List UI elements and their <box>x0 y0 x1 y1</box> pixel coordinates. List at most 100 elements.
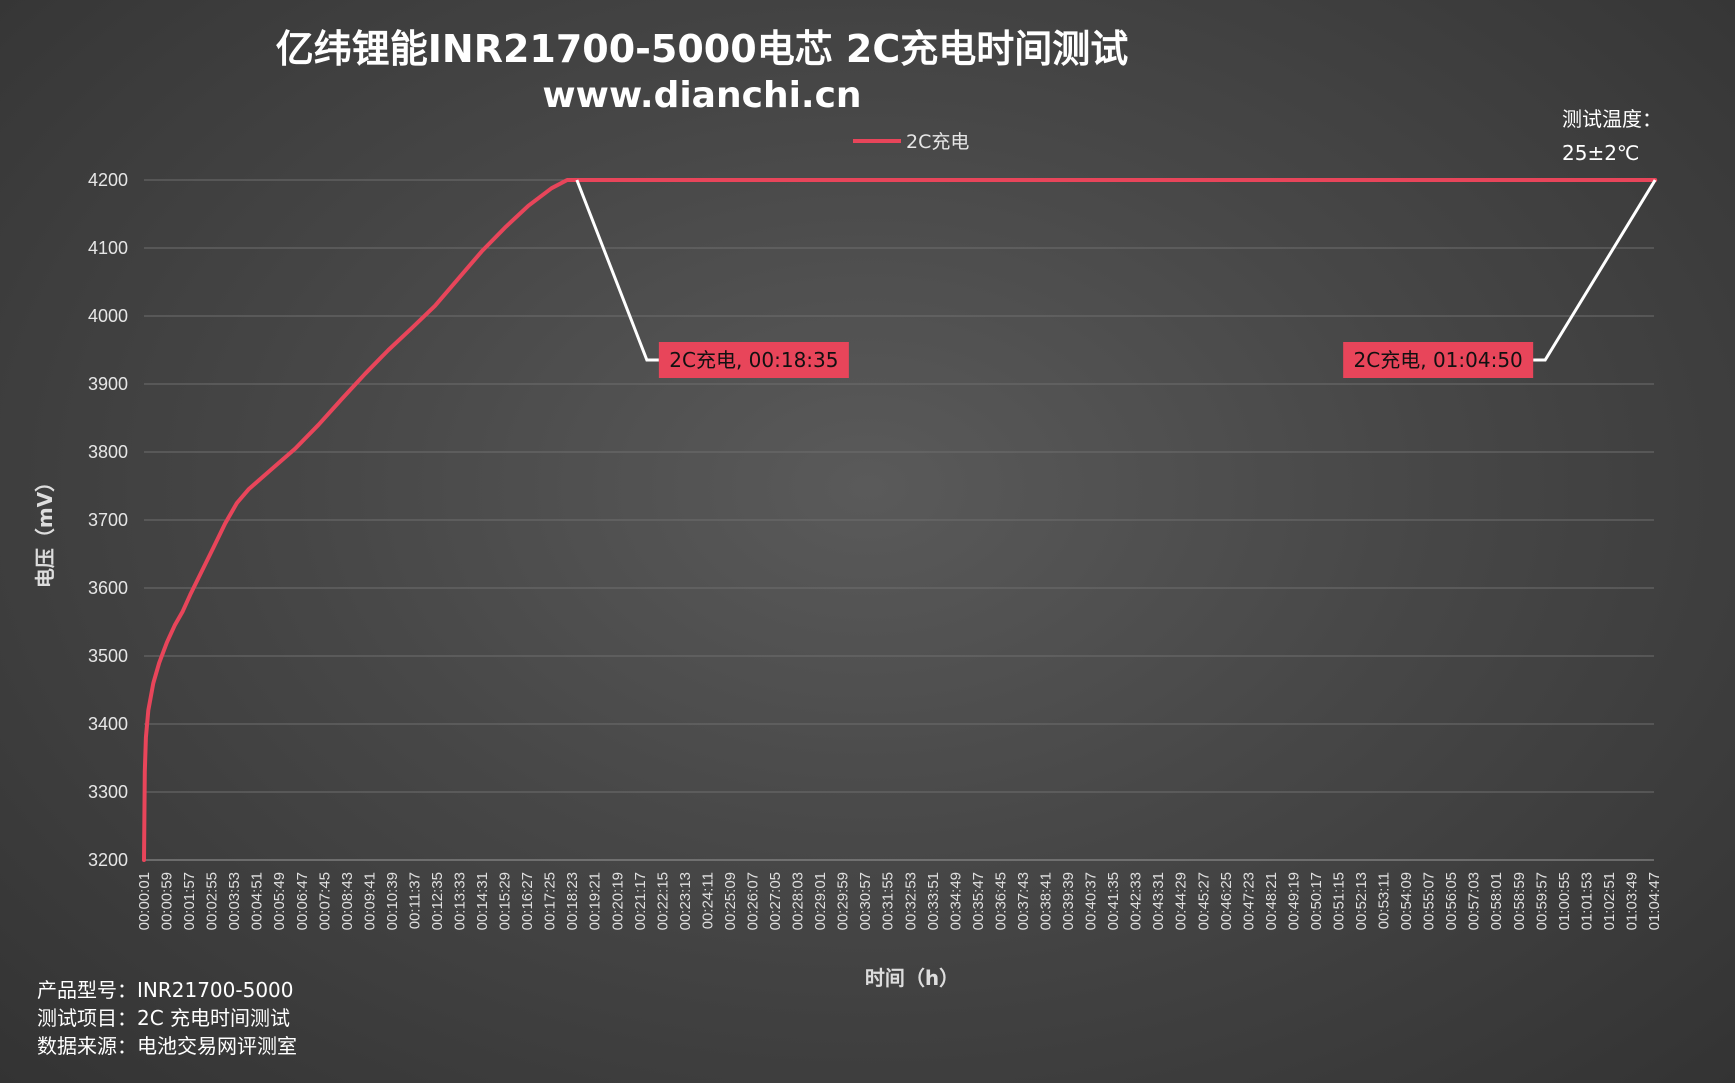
x-tick-label: 00:38:41 <box>1037 872 1054 930</box>
x-axis-label: 时间（h） <box>865 966 959 990</box>
x-tick-label: 00:40:37 <box>1083 872 1100 930</box>
x-tick-label: 00:59:57 <box>1533 872 1550 930</box>
y-tick-label: 3400 <box>88 714 128 734</box>
chart-subtitle: www.dianchi.cn <box>542 75 861 116</box>
x-tick-label: 00:33:51 <box>925 872 942 930</box>
x-tick-label: 00:03:53 <box>226 872 243 930</box>
x-tick-label: 00:17:25 <box>542 872 559 930</box>
x-tick-label: 01:02:51 <box>1601 872 1618 930</box>
x-tick-label: 00:55:07 <box>1421 872 1438 930</box>
y-tick-label: 4200 <box>88 170 128 190</box>
x-tick-label: 00:51:15 <box>1330 872 1347 930</box>
annotation-leader <box>575 179 659 362</box>
x-tick-label: 00:04:51 <box>249 872 266 930</box>
x-tick-label: 00:24:11 <box>699 872 716 929</box>
y-tick-label: 3800 <box>88 442 128 462</box>
annotation-label: 2C充电, 00:18:35 <box>669 348 838 372</box>
x-tick-label: 00:42:33 <box>1128 872 1145 930</box>
x-tick-label: 01:03:49 <box>1623 872 1640 930</box>
y-axis-label: 电压（mV） <box>33 472 57 588</box>
x-tick-label: 00:46:25 <box>1218 872 1235 930</box>
x-tick-label: 01:01:53 <box>1578 872 1595 930</box>
x-tick-label: 00:10:39 <box>384 872 401 930</box>
y-tick-label: 3300 <box>88 782 128 802</box>
legend-label: 2C充电 <box>906 131 969 153</box>
footer-test-item: 测试项目：2C 充电时间测试 <box>37 1006 290 1030</box>
x-tick-label: 00:47:23 <box>1240 872 1257 930</box>
x-tick-label: 00:34:49 <box>947 872 964 930</box>
x-tick-label: 01:04:47 <box>1646 872 1663 930</box>
annotation-leader <box>1533 179 1657 362</box>
x-tick-label: 00:23:13 <box>677 872 694 930</box>
x-tick-label: 00:36:45 <box>992 872 1009 930</box>
x-tick-label: 00:20:19 <box>609 872 626 930</box>
annotation-callout: 2C充电, 00:18:35 <box>575 179 849 378</box>
annotations-layer: 2C充电, 00:18:35 2C充电, 01:04:50 <box>575 179 1657 378</box>
y-tick-label: 3200 <box>88 850 128 870</box>
x-tick-label: 00:31:55 <box>880 872 897 930</box>
x-tick-label: 00:53:11 <box>1376 872 1393 929</box>
x-tick-label: 00:13:33 <box>452 872 469 930</box>
y-tick-label: 3700 <box>88 510 128 530</box>
x-tick-label: 00:18:23 <box>564 872 581 930</box>
footer-model: 产品型号：INR21700-5000 <box>37 978 294 1002</box>
x-tick-label: 00:02:55 <box>204 872 221 930</box>
x-tick-label: 00:44:29 <box>1173 872 1190 930</box>
x-tick-label: 00:56:05 <box>1443 872 1460 930</box>
x-tick-label: 00:30:57 <box>857 872 874 930</box>
x-tick-label: 00:16:27 <box>519 872 536 930</box>
chart-title: 亿纬锂能INR21700-5000电芯 2C充电时间测试 <box>276 27 1129 71</box>
annotation-box <box>658 342 849 378</box>
y-axis-ticks: 3200 3300 3400 3500 3600 3700 3800 3900 4000 4100… <box>88 170 128 870</box>
x-tick-label: 00:54:09 <box>1398 872 1415 930</box>
y-tick-label: 3600 <box>88 578 128 598</box>
x-tick-label: 00:00:01 <box>136 872 153 930</box>
footer-source: 数据来源：电池交易网评测室 <box>37 1034 297 1058</box>
y-tick-label: 4000 <box>88 306 128 326</box>
temperature-value: 25±2℃ <box>1562 141 1639 165</box>
x-tick-label: 00:01:57 <box>181 872 198 930</box>
x-tick-label: 00:58:59 <box>1511 872 1528 930</box>
x-tick-label: 00:21:17 <box>632 872 649 930</box>
annotation-label: 2C充电, 01:04:50 <box>1354 348 1523 372</box>
temperature-label: 测试温度： <box>1562 107 1662 131</box>
annotation-box <box>1343 342 1534 378</box>
x-tick-label: 00:48:21 <box>1263 872 1280 930</box>
x-tick-label: 00:29:01 <box>812 872 829 930</box>
x-tick-label: 00:32:53 <box>902 872 919 930</box>
x-tick-label: 00:52:13 <box>1353 872 1370 930</box>
x-tick-label: 00:06:47 <box>294 872 311 930</box>
series-line <box>142 178 1658 862</box>
x-tick-label: 00:37:43 <box>1015 872 1032 930</box>
x-tick-label: 00:07:45 <box>316 872 333 930</box>
x-tick-label: 00:19:21 <box>587 872 604 930</box>
x-tick-label: 00:29:59 <box>835 872 852 930</box>
legend: 2C充电 <box>853 131 969 153</box>
x-tick-label: 00:05:49 <box>271 872 288 930</box>
x-tick-label: 00:12:35 <box>429 872 446 930</box>
x-tick-label: 00:39:39 <box>1060 872 1077 930</box>
y-tick-label: 4100 <box>88 238 128 258</box>
x-tick-label: 00:58:01 <box>1488 872 1505 930</box>
y-tick-label: 3500 <box>88 646 128 666</box>
x-tick-label: 00:26:07 <box>745 872 762 930</box>
x-tick-label: 00:00:59 <box>159 872 176 930</box>
x-tick-label: 00:41:35 <box>1105 872 1122 930</box>
x-tick-label: 00:14:31 <box>474 872 491 930</box>
x-tick-label: 00:50:17 <box>1308 872 1325 930</box>
x-tick-label: 00:49:19 <box>1285 872 1302 930</box>
grid <box>144 179 1654 861</box>
x-tick-label: 00:08:43 <box>339 872 356 930</box>
x-tick-label: 00:11:37 <box>406 872 423 929</box>
x-tick-label: 00:15:29 <box>497 872 514 930</box>
x-axis-ticks: 00:00:01 00:00:59 00:01:57 00:02:55 00:03:53… <box>136 872 1663 930</box>
x-tick-label: 00:25:09 <box>722 872 739 930</box>
y-tick-label: 3900 <box>88 374 128 394</box>
x-tick-label: 00:35:47 <box>970 872 987 930</box>
x-tick-label: 01:00:55 <box>1556 872 1573 930</box>
x-tick-label: 00:45:27 <box>1195 872 1212 930</box>
x-tick-label: 00:27:05 <box>767 872 784 930</box>
x-tick-label: 00:43:31 <box>1150 872 1167 930</box>
x-tick-label: 00:22:15 <box>654 872 671 930</box>
